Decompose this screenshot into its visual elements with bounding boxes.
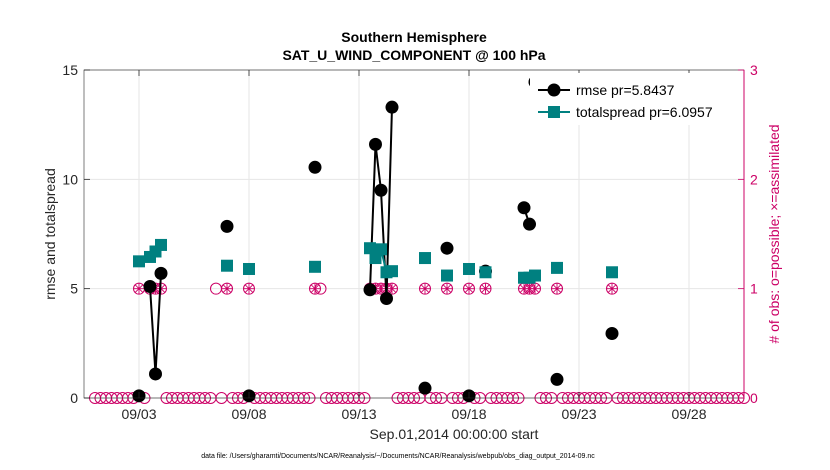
legend-rmse-marker	[547, 83, 561, 97]
x-tick-label: 09/08	[231, 406, 266, 422]
y2-axis-label: # of obs: o=possible; ×=assimilated	[766, 124, 782, 343]
obs-possible-marker	[221, 282, 233, 295]
obs-assimilated-marker	[243, 283, 255, 295]
rmse-point	[143, 279, 157, 293]
rmse-point	[374, 183, 388, 197]
totalspread-point	[375, 243, 387, 256]
obs-possible-marker	[479, 282, 492, 295]
obs-assimilated-marker	[386, 283, 398, 295]
totalspread-point	[419, 252, 431, 265]
x-tick-label: 09/13	[341, 406, 376, 422]
rmse-point	[550, 372, 564, 386]
obs-possible-marker	[419, 282, 431, 295]
totalspread-point	[243, 262, 255, 275]
y2-tick-label: 0	[750, 390, 758, 406]
totalspread-point	[479, 266, 492, 279]
x-tick-label: 09/03	[121, 406, 156, 422]
obs-assimilated-marker	[463, 283, 475, 295]
obs-possible-marker	[243, 282, 255, 295]
chart-title: Southern Hemisphere	[341, 29, 487, 45]
y-tick-label: 10	[62, 171, 78, 187]
obs-assimilated-marker	[606, 283, 618, 295]
obs-assimilated-marker	[441, 283, 453, 295]
rmse-point	[220, 219, 234, 233]
x-tick-label: 09/23	[561, 406, 596, 422]
obs-assimilated-marker	[529, 283, 541, 295]
totalspread-point	[551, 261, 563, 274]
totalspread-point	[463, 262, 475, 275]
rmse-point	[385, 100, 399, 114]
rmse-point	[363, 283, 377, 297]
obs-assimilated-marker	[419, 283, 431, 295]
rmse-point	[154, 266, 168, 280]
x-tick-label: 09/18	[451, 406, 486, 422]
x-tick-label: 09/28	[671, 406, 706, 422]
y-tick-label: 5	[70, 281, 78, 297]
rmse-point	[308, 160, 322, 174]
rmse-point	[149, 367, 162, 381]
y-tick-label: 15	[62, 62, 78, 78]
legend: rmse pr=5.8437 totalspread pr=6.0957	[530, 73, 740, 125]
rmse-point	[605, 326, 619, 340]
obs-possible-marker	[551, 282, 563, 295]
rmse-point	[380, 292, 393, 306]
series-layer	[132, 75, 619, 403]
totalspread-point	[441, 269, 453, 282]
totalspread-point	[155, 238, 167, 251]
obs-possible-marker	[314, 282, 327, 295]
legend-box	[530, 73, 740, 125]
chart-subtitle: SAT_U_WIND_COMPONENT @ 100 hPa	[282, 47, 545, 63]
totalspread-point	[386, 265, 398, 278]
obs-assimilated-marker	[133, 283, 145, 295]
obs-possible-marker	[463, 282, 475, 295]
rmse-point	[517, 201, 531, 215]
totalspread-point	[221, 259, 233, 272]
rmse-point	[418, 381, 432, 395]
obs-assimilated-marker	[480, 283, 491, 295]
rmse-point	[523, 217, 536, 231]
rmse-point	[440, 241, 454, 255]
x-axis-label: Sep.01,2014 00:00:00 start	[370, 426, 539, 442]
y2-tick-label: 1	[750, 281, 758, 297]
obs-possible-marker	[441, 282, 453, 295]
obs-assimilated-marker	[221, 283, 233, 295]
rmse-point	[369, 137, 382, 151]
y2-tick-label: 3	[750, 62, 758, 78]
legend-rmse-label: rmse pr=5.8437	[576, 82, 675, 98]
obs-possible-marker	[309, 282, 321, 295]
y-tick-label: 0	[70, 390, 78, 406]
y-axis-label: rmse and totalspread	[42, 168, 58, 300]
axes: 09/03 09/08 09/13 09/18 09/23 09/28 0 5 10 15 0 1 2 3	[62, 62, 758, 422]
totalspread-point	[606, 266, 618, 279]
totalspread-point	[309, 260, 321, 273]
totalspread-point	[529, 269, 541, 282]
obs-possible-marker	[606, 282, 618, 295]
legend-spread-marker	[548, 106, 560, 118]
obs-assimilated-marker	[551, 283, 563, 295]
footnote: data file: /Users/gharamti/Documents/NCA…	[201, 453, 595, 460]
totalspread-point	[364, 242, 376, 255]
totalspread-point	[133, 255, 145, 268]
y2-tick-label: 2	[750, 171, 758, 187]
legend-spread-label: totalspread pr=6.0957	[576, 104, 713, 120]
